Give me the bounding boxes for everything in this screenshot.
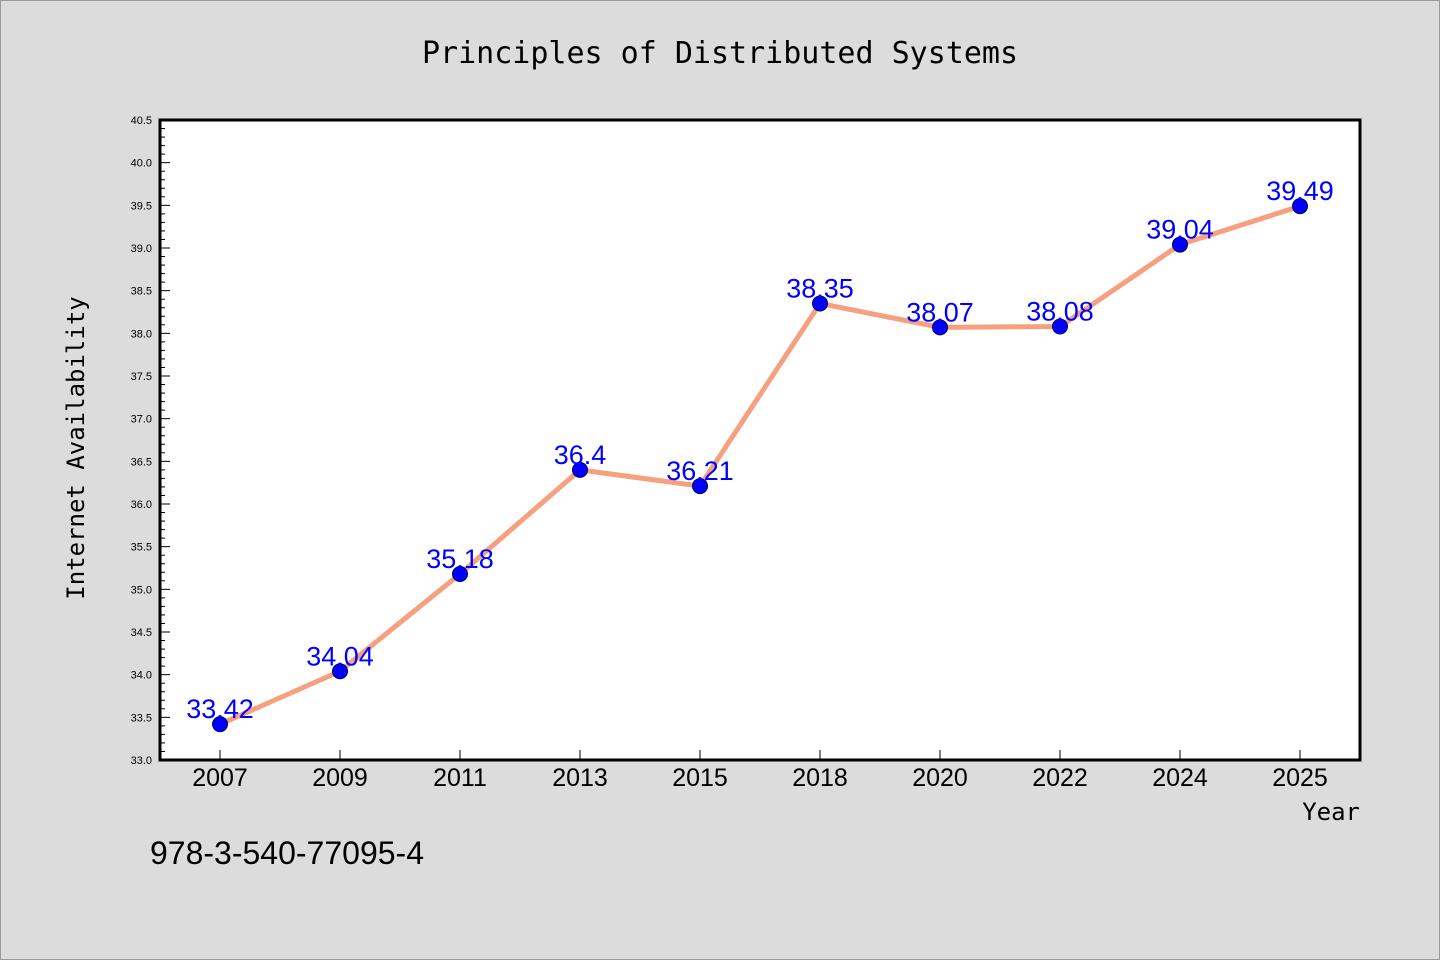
data-label: 33.42 — [186, 694, 254, 724]
x-tick-label: 2024 — [1152, 764, 1208, 792]
y-tick-label: 39.5 — [131, 200, 152, 212]
series-line — [217, 203, 1303, 727]
x-tick-label: 2020 — [912, 764, 968, 792]
data-label: 35.18 — [426, 544, 494, 574]
data-point-marker — [1292, 198, 1308, 215]
y-axis: 33.0 33.5 34.0 34.5 35.0 35.5 36.0 36.5 37.0 37.5… — [131, 115, 170, 767]
y-tick-label: 38.5 — [131, 286, 152, 298]
y-tick-label: 38.0 — [131, 328, 152, 340]
y-tick-label: 37.5 — [131, 371, 152, 383]
x-tick-label: 2022 — [1032, 764, 1088, 792]
data-point-marker — [1172, 236, 1188, 253]
data-label: 38.08 — [1026, 297, 1094, 327]
y-axis-label: Internet Availability — [62, 296, 90, 599]
x-axis-label: Year — [1302, 798, 1360, 826]
y-tick-label: 36.0 — [131, 499, 152, 511]
x-tick-label: 2013 — [552, 764, 608, 792]
y-tick-label: 35.0 — [131, 584, 152, 596]
data-label: 38.35 — [786, 273, 854, 303]
y-tick-label: 40.0 — [131, 158, 152, 170]
y-tick-label: 39.0 — [131, 243, 152, 255]
data-label: 39.49 — [1266, 176, 1334, 206]
y-tick-label: 33.0 — [131, 755, 152, 767]
data-point-marker — [1052, 318, 1068, 335]
data-point-marker — [452, 565, 468, 582]
x-axis: 2007 2009 2011 2013 2015 2018 2020 2022 2024 2025 — [192, 750, 1328, 792]
y-tick-label: 35.5 — [131, 542, 152, 554]
x-tick-label: 2009 — [312, 764, 368, 792]
x-tick-label: 2025 — [1272, 764, 1328, 792]
data-label: 36.4 — [554, 440, 607, 470]
chart-title: Principles of Distributed Systems — [422, 36, 1018, 71]
y-tick-label: 34.0 — [131, 670, 152, 682]
isbn-text: 978-3-540-77095-4 — [150, 835, 424, 871]
x-tick-label: 2011 — [433, 764, 487, 792]
data-label: 34.04 — [306, 641, 374, 671]
x-tick-label: 2007 — [192, 764, 248, 792]
y-tick-label: 34.5 — [131, 627, 152, 639]
y-tick-label: 37.0 — [131, 414, 152, 426]
x-tick-label: 2018 — [792, 764, 848, 792]
data-point-marker — [332, 663, 348, 680]
data-label: 39.04 — [1146, 215, 1214, 245]
data-label: 38.07 — [906, 297, 974, 327]
data-point-marker — [212, 716, 228, 733]
x-tick-label: 2015 — [672, 764, 728, 792]
series-layer: 33.42 34.04 35.18 36.4 36.21 38.35 38.07 38.08 3… — [186, 176, 1334, 733]
y-tick-label: 40.5 — [131, 115, 152, 127]
data-point-marker — [572, 461, 588, 478]
data-label: 36.21 — [666, 456, 734, 486]
data-point-marker — [812, 295, 828, 312]
data-point-marker — [932, 319, 948, 336]
data-point-marker — [692, 478, 708, 495]
y-tick-label: 36.5 — [131, 456, 152, 468]
y-tick-label: 33.5 — [131, 712, 152, 724]
